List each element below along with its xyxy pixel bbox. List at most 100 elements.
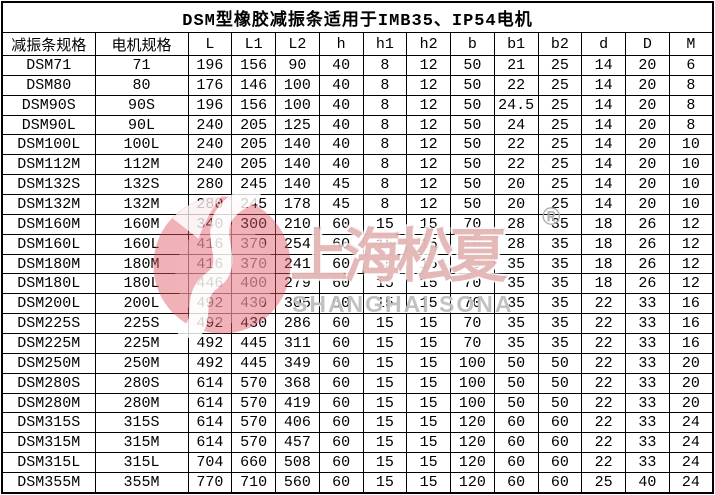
data-cell: 14 [581,134,626,156]
data-cell: 24 [668,472,714,494]
data-cell: 20 [493,174,539,196]
data-cell: 33 [625,333,670,354]
data-cell: 15 [406,432,451,454]
data-cell: 26 [625,273,670,295]
data-cell: 40 [318,94,364,116]
column-header: M [668,32,714,56]
data-cell: 12 [406,174,451,196]
data-cell: 70 [450,233,495,255]
data-cell: 156 [231,94,276,116]
data-cell: 15 [406,352,451,374]
data-cell: 140 [275,174,320,196]
data-cell: 20 [668,392,714,414]
data-cell: 12 [668,233,714,255]
data-cell: 35 [537,293,583,315]
table-title: DSM型橡胶减振条适用于IMB35、IP54电机 [1,1,714,33]
data-cell: 492 [187,333,233,354]
data-cell: DSM71 [1,55,96,76]
data-cell: 22 [493,134,539,156]
data-cell: 33 [625,293,670,315]
data-cell: DSM315M [1,432,96,454]
data-cell: 33 [625,313,670,335]
data-cell: 15 [362,472,408,494]
data-cell: 15 [406,412,451,434]
data-cell: 50 [537,392,583,414]
data-cell: 492 [187,313,233,335]
data-cell: 570 [231,432,276,454]
data-cell: 132S [94,174,189,196]
data-cell: 60 [318,273,364,295]
data-cell: 160L [94,233,189,255]
data-cell: 35 [493,293,539,315]
data-cell: 10 [668,154,714,176]
data-cell: 35 [493,313,539,335]
data-cell: 18 [581,253,626,275]
table-row: DSM90S 90S 196 156 100 40 8 12 50 24.5 25 14 20 8 [1,94,714,116]
data-cell: 180L [94,273,189,295]
data-cell: 24 [668,432,714,454]
data-cell: 305 [275,293,320,315]
data-cell: 196 [187,94,233,116]
data-cell: 35 [493,273,539,295]
data-cell: 26 [625,233,670,255]
column-header: 减振条规格 [1,32,96,56]
data-cell: 60 [318,313,364,335]
data-cell: 570 [231,412,276,434]
data-cell: 15 [362,313,408,335]
data-cell: DSM250M [1,352,96,374]
data-cell: 120 [450,432,495,454]
data-cell: 18 [581,233,626,255]
data-cell: 416 [187,233,233,255]
data-cell: 368 [275,372,320,394]
table-row: DSM100L 100L 240 205 140 40 8 12 50 22 25 14 20 10 [1,134,714,156]
data-cell: 60 [493,472,539,494]
data-cell: 33 [625,352,670,374]
data-cell: 35 [537,273,583,295]
data-cell: 176 [187,74,233,96]
data-cell: 70 [450,293,495,315]
data-cell: 14 [581,194,626,215]
data-cell: 100 [275,74,320,96]
column-header: b2 [537,32,583,56]
data-cell: 60 [537,412,583,434]
data-cell: 140 [275,154,320,176]
data-cell: 22 [581,313,626,335]
data-cell: 20 [668,372,714,394]
data-cell: 28 [493,233,539,255]
data-cell: 14 [581,74,626,96]
data-cell: 254 [275,233,320,255]
data-cell: 16 [668,333,714,354]
data-cell: 241 [275,253,320,275]
table-row: DSM225M 225M 492 445 311 60 15 15 70 35 35 22 33 16 [1,333,714,354]
data-cell: 279 [275,273,320,295]
data-cell: 22 [493,74,539,96]
data-cell: 12 [668,273,714,295]
data-cell: 70 [450,313,495,335]
data-cell: 50 [450,134,495,156]
data-cell: 280 [187,194,233,215]
title-row: DSM型橡胶减振条适用于IMB35、IP54电机 [1,1,714,33]
data-cell: 20 [493,194,539,215]
data-cell: 10 [668,174,714,196]
data-cell: 710 [231,472,276,494]
data-cell: 770 [187,472,233,494]
table-row: DSM280M 280M 614 570 419 60 15 15 100 50 50 22 33 20 [1,392,714,414]
data-cell: 40 [625,472,670,494]
data-cell: 40 [318,74,364,96]
data-cell: 35 [537,213,583,235]
data-cell: 24 [668,412,714,434]
data-cell: 15 [406,273,451,295]
data-cell: 15 [406,253,451,275]
data-cell: 45 [318,174,364,196]
data-cell: 22 [581,352,626,374]
data-cell: 22 [581,392,626,414]
data-cell: 370 [231,253,276,275]
table-row: DSM160M 160M 340 300 210 60 15 15 70 28 35 18 26 12 [1,213,714,235]
data-cell: 50 [450,174,495,196]
data-cell: 50 [493,352,539,374]
data-cell: 28 [493,213,539,235]
table-row: DSM315S 315S 614 570 406 60 15 15 120 60 60 22 33 24 [1,412,714,434]
data-cell: 15 [406,392,451,414]
data-cell: 70 [450,253,495,275]
data-cell: 225S [94,313,189,335]
